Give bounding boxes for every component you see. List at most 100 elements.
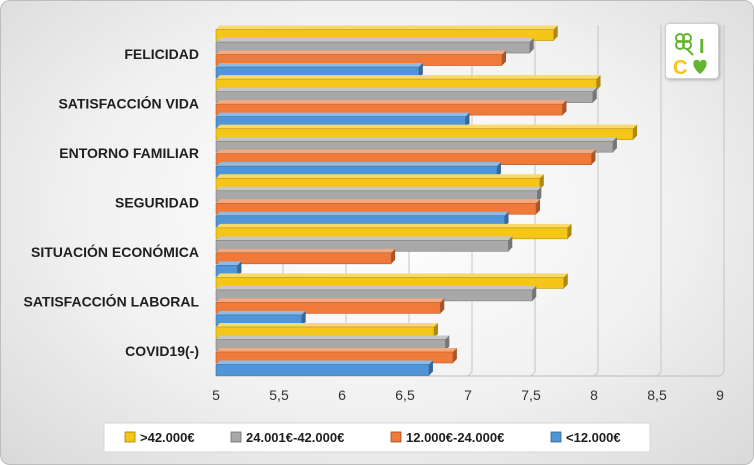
gridline-floor: [656, 371, 662, 377]
bar-end: [532, 285, 537, 301]
bar-end: [537, 186, 542, 202]
bar-top: [216, 223, 572, 228]
bar-top: [216, 186, 542, 191]
bar-top: [216, 50, 507, 55]
gridline-floor: [593, 371, 599, 377]
bar-top: [216, 75, 601, 80]
bar: [215, 298, 445, 314]
x-tick-label: 8,5: [647, 387, 667, 403]
bar-end: [445, 335, 450, 351]
gridline-floor: [530, 371, 536, 377]
x-tick-label: 7,5: [521, 387, 541, 403]
x-tick-label: 5,5: [269, 387, 289, 403]
x-tick-label: 5: [212, 387, 220, 403]
category-label: SEGURIDAD: [115, 195, 199, 211]
bar-top: [216, 273, 568, 278]
bar-top: [216, 211, 509, 216]
legend-label: <12.000€: [566, 430, 621, 445]
bar-end: [465, 112, 470, 128]
bar-top: [216, 112, 470, 117]
bar-top: [216, 162, 501, 167]
bar-end: [591, 149, 596, 165]
bar-front: [215, 252, 392, 265]
category-label: COVID19(-): [125, 343, 199, 359]
bar-top: [216, 149, 596, 154]
bar-end: [596, 75, 601, 91]
bar-end: [562, 100, 567, 116]
legend-swatch: [230, 431, 242, 443]
bar: [215, 162, 501, 178]
bar-top: [216, 87, 597, 92]
bar-end: [567, 223, 572, 239]
bar: [215, 186, 542, 203]
logo: I C: [665, 23, 719, 79]
bar-end: [539, 174, 544, 190]
x-tick-label: 6: [338, 387, 346, 403]
bar-end: [536, 199, 541, 215]
bar-end: [433, 322, 438, 338]
gridline-floor: [467, 371, 473, 377]
x-tick-label: 8: [590, 387, 598, 403]
bar: [215, 75, 601, 91]
bar-end: [633, 124, 638, 140]
bar-end: [592, 87, 597, 103]
legend-label: 24.001€-42.000€: [246, 430, 344, 445]
bar: [215, 25, 558, 41]
category-label: SATISFACCIÓN VIDA: [58, 94, 199, 111]
bar-top: [216, 347, 457, 352]
bar-end: [612, 137, 617, 153]
bar: [215, 63, 423, 79]
category-label: SITUACIÓN ECONÓMICA: [31, 243, 199, 260]
logo-letter-i: I: [699, 36, 705, 58]
legend-label: >42.000€: [140, 430, 195, 445]
bar-top: [216, 261, 242, 266]
bar-end: [553, 25, 558, 41]
x-tick-label: 7: [464, 387, 472, 403]
bar-end: [391, 248, 396, 264]
category-label: FELICIDAD: [124, 46, 199, 62]
gridline-floor: [719, 371, 725, 377]
bar-end: [301, 310, 306, 326]
bar-end: [428, 360, 433, 376]
bar: [215, 285, 537, 302]
heart-icon: [693, 59, 707, 74]
bar-end: [504, 211, 509, 227]
bar-end: [529, 38, 534, 54]
bar-top: [216, 335, 450, 340]
bar-top: [216, 38, 534, 43]
bar-top: [216, 360, 433, 365]
bar-front: [215, 364, 430, 376]
bar-top: [216, 63, 423, 68]
bar-end: [508, 236, 513, 252]
bar: [215, 38, 534, 54]
bar-end: [440, 298, 445, 314]
bar-top: [216, 25, 558, 30]
bar-top: [216, 285, 537, 290]
bar-top: [216, 322, 438, 327]
bar-top: [216, 310, 306, 315]
bar-end: [452, 347, 457, 363]
bar-top: [216, 236, 513, 241]
bar-top: [216, 248, 396, 253]
logo-letter-c: C: [673, 57, 687, 78]
legend-swatch: [550, 431, 562, 443]
category-label: SATISFACCIÓN LABORAL: [23, 293, 199, 310]
bar: [215, 149, 596, 165]
bar-front: [215, 302, 441, 314]
legend-swatch: [390, 431, 402, 443]
bar-end: [418, 63, 423, 79]
bar-top: [216, 137, 617, 142]
category-label: ENTORNO FAMILIAR: [59, 145, 199, 161]
x-tick-label: 6,5: [395, 387, 415, 403]
bar: [215, 236, 513, 252]
bar-end: [237, 261, 242, 277]
bar: [215, 310, 306, 327]
legend: >42.000€ 24.001€-42.000€ 12.000€-24.000€ <1…: [103, 422, 651, 453]
legend-swatch: [124, 431, 136, 443]
bar-top: [216, 174, 544, 179]
x-tick-label: 9: [716, 387, 724, 403]
bar-top: [216, 124, 638, 129]
bar-top: [216, 298, 445, 303]
